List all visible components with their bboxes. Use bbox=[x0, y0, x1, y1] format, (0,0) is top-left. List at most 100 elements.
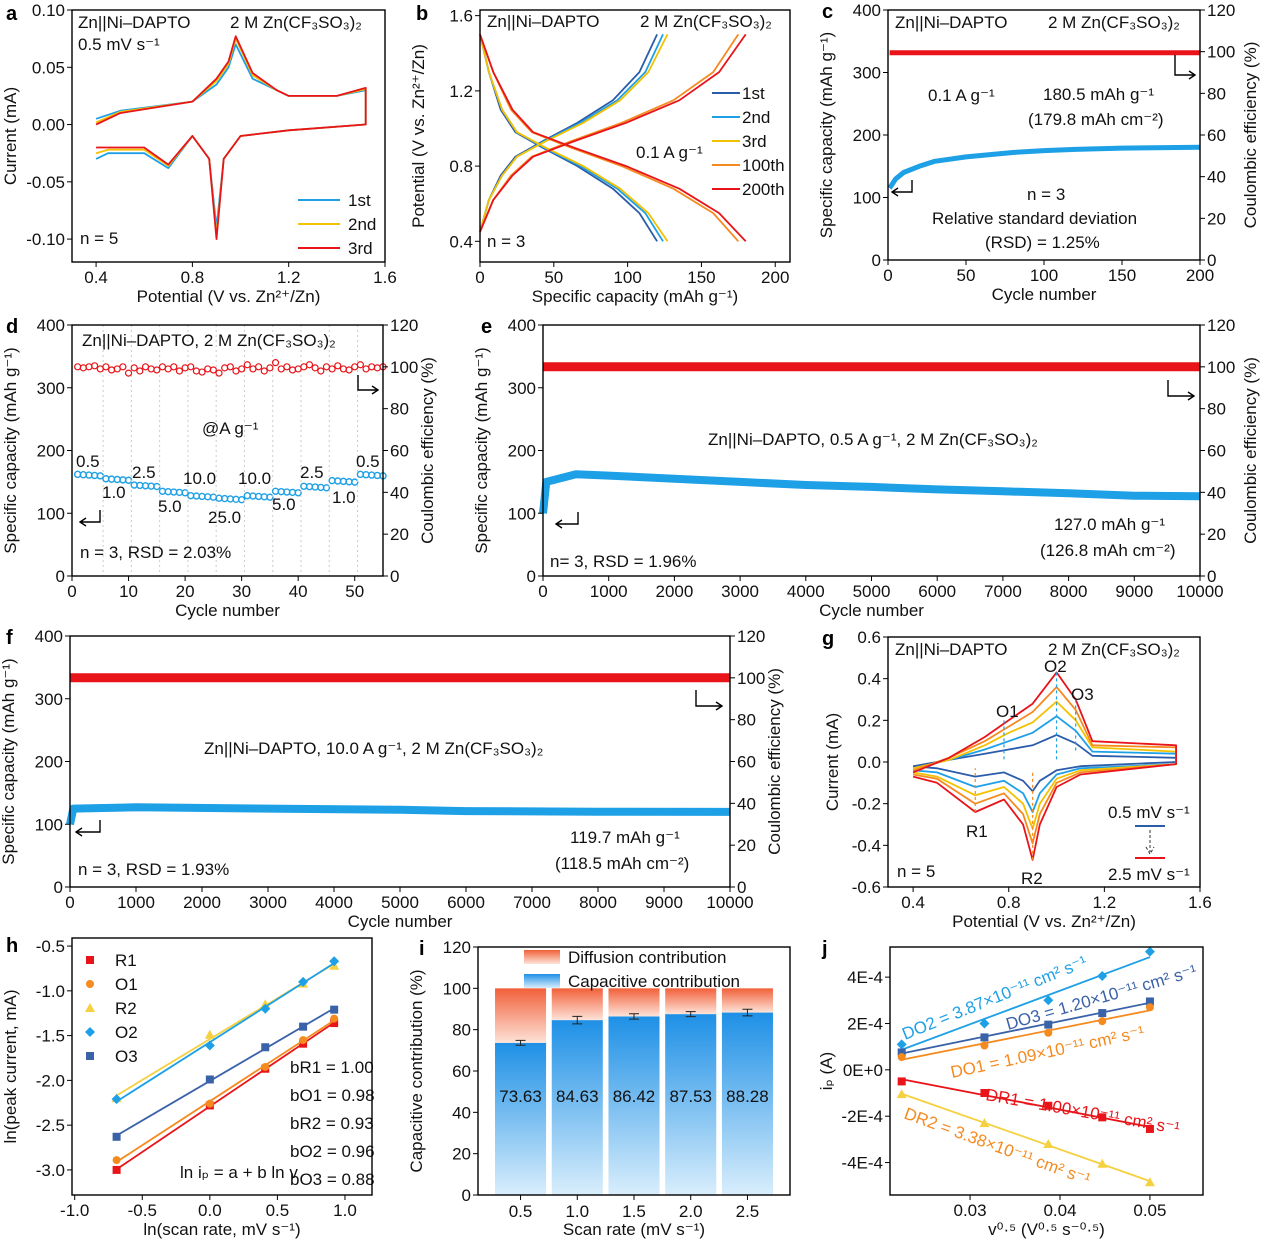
arrow-left-icon bbox=[890, 180, 913, 197]
x-tick-label: 7000 bbox=[984, 582, 1022, 601]
rate-label: 25.0 bbox=[208, 508, 241, 527]
annotation: Zn||Ni–DAPTO bbox=[895, 640, 1007, 659]
x-tick-label: 1.0 bbox=[333, 1201, 357, 1220]
x-axis-label: ln(scan rate, mV s⁻¹) bbox=[143, 1220, 300, 1239]
bar-capacitive bbox=[551, 1020, 603, 1195]
x-tick-label: 4000 bbox=[787, 582, 825, 601]
y-tick-label: 0.8 bbox=[449, 157, 473, 176]
data-point-O2 bbox=[979, 1018, 990, 1029]
ce-point bbox=[85, 363, 93, 371]
annotation: bR2 = 0.93 bbox=[290, 1114, 374, 1133]
y-tick-label: -2.0 bbox=[36, 1071, 65, 1090]
y2-tick-label: 0 bbox=[390, 567, 399, 586]
data-point-O3 bbox=[330, 1005, 339, 1014]
cv-curve-2nd bbox=[95, 37, 367, 237]
data-point-R1 bbox=[1044, 1101, 1053, 1110]
diffusion-coefficient-label: DR1 = 1.00×10⁻¹¹ cm² s⁻¹ bbox=[984, 1085, 1181, 1138]
annotation: (126.8 mAh cm⁻²) bbox=[1040, 541, 1176, 560]
data-point-O3 bbox=[205, 1075, 214, 1084]
annotation: (179.8 mAh cm⁻²) bbox=[1028, 110, 1164, 129]
ce-point bbox=[107, 366, 116, 374]
y2-tick-label: 0 bbox=[737, 878, 746, 897]
x-tick-label: 150 bbox=[1108, 266, 1136, 285]
y2-tick-label: 60 bbox=[1207, 442, 1226, 461]
ce-point bbox=[74, 363, 82, 371]
legend-marker bbox=[86, 980, 94, 988]
legend-label: 1st bbox=[742, 84, 765, 103]
y-tick-label: -0.6 bbox=[852, 878, 881, 897]
data-point-O1 bbox=[299, 1036, 308, 1045]
y-tick-label: 300 bbox=[853, 64, 881, 83]
data-point-O3 bbox=[1044, 1020, 1053, 1029]
ce-point bbox=[175, 367, 184, 375]
capacity-point bbox=[266, 493, 274, 501]
y2-tick-label: 120 bbox=[1207, 1, 1235, 20]
x-tick-label: 20 bbox=[176, 582, 195, 601]
y-tick-label: 100 bbox=[853, 189, 881, 208]
data-point-R2 bbox=[1043, 1139, 1054, 1149]
data-point-R2 bbox=[204, 1029, 215, 1039]
plot-area bbox=[912, 671, 1177, 861]
y2-tick-label: 20 bbox=[1207, 525, 1226, 544]
y2-tick-label: 100 bbox=[1207, 43, 1235, 62]
capacity-series bbox=[539, 470, 1201, 514]
annotation: Zn||Ni–DAPTO bbox=[895, 13, 1007, 32]
arrow-right-icon bbox=[695, 690, 724, 711]
charge-curve-1st bbox=[479, 34, 658, 233]
fit-line-O3 bbox=[901, 1001, 1151, 1055]
annotation: O2 bbox=[1044, 657, 1067, 676]
annotation: 2 M Zn(CF₃SO₃)₂ bbox=[230, 13, 362, 32]
y2-tick-label: 60 bbox=[1207, 126, 1226, 145]
y2-tick-label: 80 bbox=[1207, 400, 1226, 419]
y-tick-label: 60 bbox=[452, 1062, 471, 1081]
x-axis-label: v⁰·⁵ (V⁰·⁵ s⁻⁰·⁵) bbox=[988, 1220, 1105, 1239]
data-point-O2 bbox=[329, 956, 340, 967]
y2-tick-label: 40 bbox=[1207, 168, 1226, 187]
plot-area: 73.63 84.63 86.42 87.53 88.28 bbox=[495, 988, 773, 1195]
panel-letter: c bbox=[822, 1, 833, 23]
ce-point bbox=[345, 366, 353, 374]
y-tick-label: 80 bbox=[452, 1021, 471, 1040]
ce-point bbox=[356, 361, 364, 369]
capacity-point bbox=[181, 489, 189, 497]
ce-point bbox=[288, 366, 297, 374]
ce-point bbox=[317, 367, 325, 375]
data-point-R1 bbox=[1145, 1124, 1154, 1133]
ce-point bbox=[181, 364, 189, 372]
charge-curve-200th bbox=[479, 33, 747, 233]
legend-label: Diffusion contribution bbox=[568, 948, 726, 967]
cv-curve bbox=[912, 671, 1177, 861]
y2-tick-label: 0 bbox=[1207, 567, 1216, 586]
x-tick-label: 9000 bbox=[645, 893, 683, 912]
annotation: bR1 = 1.00 bbox=[290, 1058, 374, 1077]
x-tick-label: 6000 bbox=[447, 893, 485, 912]
x-tick-label: 0.0 bbox=[198, 1201, 222, 1220]
bar-value-label: 86.42 bbox=[613, 1087, 656, 1106]
x-axis-label: Potential (V vs. Zn²⁺/Zn) bbox=[952, 912, 1136, 931]
y-tick-label: -2.5 bbox=[36, 1116, 65, 1135]
y2-tick-label: 80 bbox=[1207, 84, 1226, 103]
annotation: (RSD) = 1.25% bbox=[985, 233, 1100, 252]
plot-frame bbox=[71, 937, 373, 1196]
ce-point bbox=[221, 364, 229, 372]
data-point-O1 bbox=[205, 1099, 214, 1108]
arrow-left-icon bbox=[78, 510, 101, 527]
x-tick-label: 0 bbox=[65, 893, 74, 912]
x-tick-label: 1.2 bbox=[1093, 893, 1117, 912]
data-point-R1 bbox=[112, 1165, 121, 1174]
x-tick-label: 2000 bbox=[183, 893, 221, 912]
diffusion-coefficient-label: DO2 = 3.87×10⁻¹¹ cm² s⁻¹ bbox=[899, 952, 1090, 1044]
y-tick-label: 100 bbox=[35, 815, 63, 834]
y2-tick-label: 120 bbox=[390, 316, 418, 335]
x-tick-label: 2000 bbox=[655, 582, 693, 601]
data-point-O3 bbox=[261, 1043, 270, 1052]
ce-point bbox=[198, 368, 206, 376]
annotation: O3 bbox=[1071, 685, 1094, 704]
annotation: 180.5 mAh g⁻¹ bbox=[1043, 85, 1154, 104]
rate-label: 0.5 bbox=[76, 452, 100, 471]
plot-area bbox=[887, 50, 1201, 190]
plot-area bbox=[95, 35, 367, 240]
y-tick-label: -0.10 bbox=[26, 230, 65, 249]
bar-capacitive bbox=[495, 1042, 547, 1195]
